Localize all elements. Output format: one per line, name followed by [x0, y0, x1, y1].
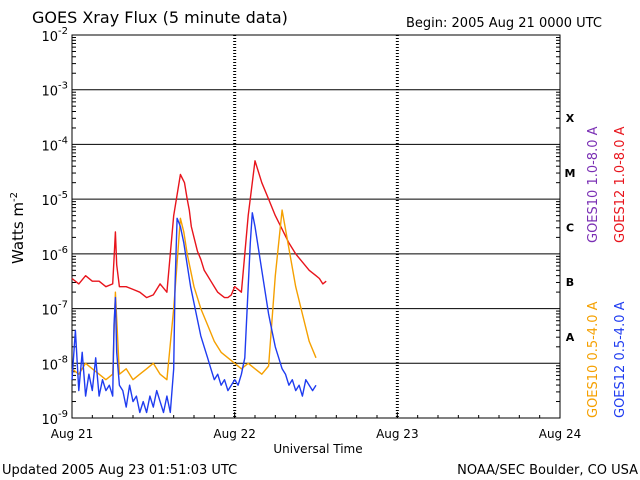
- x-tick-label: Aug 21: [51, 427, 94, 441]
- legend: GOES10 1.0-8.0 A GOES12 1.0-8.0 A GOES10 0…: [586, 126, 628, 418]
- y-tick-label: 10-9: [41, 409, 68, 428]
- y-tick-label: 10-5: [41, 190, 68, 209]
- y-tick-label: 10-2: [41, 26, 68, 45]
- x-tick-label: Aug 22: [213, 427, 256, 441]
- x-tick-label: Aug 24: [539, 427, 582, 441]
- flare-class-labels: X M C B A: [565, 112, 576, 344]
- legend-entry: GOES12 0.5-4.0 A: [613, 301, 628, 418]
- y-axis-ticks: 10-2 10-3 10-4 10-5 10-6 10-7 10-8 10-9: [41, 26, 560, 428]
- flare-class-label: A: [566, 331, 575, 344]
- data-series: [71, 160, 327, 414]
- legend-entry: GOES10 0.5-4.0 A: [586, 301, 601, 418]
- y-tick-label: 10-4: [41, 135, 68, 154]
- y-axis-label-main: Watts m: [9, 202, 27, 264]
- flare-class-label: X: [566, 112, 575, 125]
- chart-title: GOES Xray Flux (5 minute data): [32, 8, 288, 27]
- legend-entry: GOES12 1.0-8.0 A: [613, 126, 628, 243]
- y-axis-label: Watts m-2: [9, 192, 27, 264]
- y-axis-label-exponent: -2: [9, 192, 20, 202]
- grid-lines: [72, 35, 560, 418]
- flare-class-label: B: [566, 276, 574, 289]
- updated-timestamp: Updated 2005 Aug 23 01:51:03 UTC: [2, 463, 237, 478]
- y-tick-label: 10-8: [41, 354, 68, 373]
- flare-class-label: M: [565, 167, 576, 180]
- credit-label: NOAA/SEC Boulder, CO USA: [457, 463, 638, 478]
- series-line: [71, 160, 327, 299]
- y-tick-label: 10-3: [41, 81, 68, 100]
- y-tick-label: 10-6: [41, 245, 68, 264]
- legend-entry: GOES10 1.0-8.0 A: [586, 126, 601, 243]
- begin-label: Begin: 2005 Aug 21 0000 UTC: [406, 16, 602, 31]
- x-tick-label: Aug 23: [376, 427, 419, 441]
- series-line: [71, 212, 317, 414]
- y-tick-label: 10-7: [41, 300, 68, 319]
- flare-class-label: C: [566, 222, 574, 235]
- x-axis-label: Universal Time: [273, 442, 362, 456]
- x-axis-ticks: Aug 21 Aug 22 Aug 23 Aug 24: [51, 412, 582, 441]
